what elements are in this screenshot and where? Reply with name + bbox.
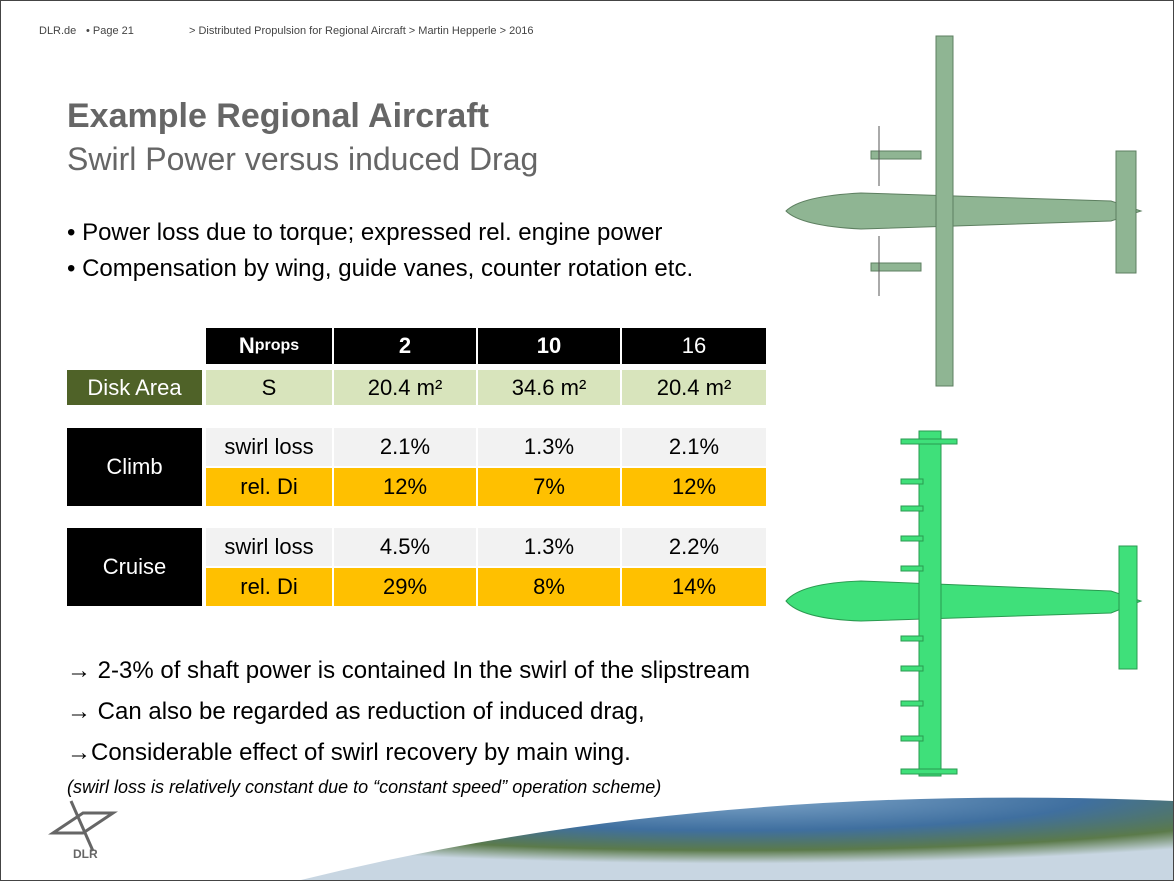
n-label: N	[239, 333, 255, 359]
value-cell: 12%	[622, 468, 766, 506]
aircraft-bottom	[786, 431, 1141, 776]
row-label: Disk Area	[67, 370, 202, 405]
value-cell: 20.4 m²	[622, 370, 766, 405]
value-cell: 14%	[622, 568, 766, 606]
value-cell: 20.4 m²	[334, 370, 476, 405]
slide: DLR.de • Page 21 > Distributed Propulsio…	[0, 0, 1174, 881]
bullet-text: Power loss due to torque; expressed rel.…	[82, 219, 662, 246]
header-breadcrumb: > Distributed Propulsion for Regional Ai…	[189, 25, 534, 37]
param-cell: rel. Di	[206, 568, 332, 606]
value-cell: 29%	[334, 568, 476, 606]
header-cell: 2	[334, 328, 476, 364]
header-page: • Page 21	[86, 25, 134, 37]
conclusion: → 2-3% of shaft power is contained In th…	[67, 657, 750, 685]
conclusion: → Can also be regarded as reduction of i…	[67, 698, 645, 726]
earth-image	[301, 798, 1173, 880]
title: Example Regional Aircraft	[67, 97, 489, 136]
note: (swirl loss is relatively constant due t…	[67, 777, 661, 798]
bullet: • Compensation by wing, guide vanes, cou…	[67, 255, 693, 283]
value-cell: 1.3%	[478, 428, 620, 466]
bullet-text: Compensation by wing, guide vanes, count…	[82, 255, 693, 282]
value-cell: 8%	[478, 568, 620, 606]
value-cell: 7%	[478, 468, 620, 506]
param-cell: swirl loss	[206, 428, 332, 466]
n-sub: props	[255, 337, 299, 355]
header-site: DLR.de	[39, 25, 76, 37]
value-cell: 2.1%	[334, 428, 476, 466]
param-cell: S	[206, 370, 332, 405]
conclusion: →Considerable effect of swirl recovery b…	[67, 739, 631, 767]
logo-mark	[53, 801, 113, 851]
value-cell: 12%	[334, 468, 476, 506]
value-cell: 1.3%	[478, 528, 620, 566]
bullet: • Power loss due to torque; expressed re…	[67, 219, 662, 247]
subtitle: Swirl Power versus induced Drag	[67, 141, 538, 178]
phase-cell: Climb	[67, 428, 202, 506]
param-cell: swirl loss	[206, 528, 332, 566]
value-cell: 4.5%	[334, 528, 476, 566]
value-cell: 2.2%	[622, 528, 766, 566]
value-cell: 34.6 m²	[478, 370, 620, 405]
header-cell: 10	[478, 328, 620, 364]
header-cell: 16	[622, 328, 766, 364]
logo-text: DLR	[73, 847, 98, 861]
phase-cell: Cruise	[67, 528, 202, 606]
aircraft-top	[786, 36, 1141, 386]
value-cell: 2.1%	[622, 428, 766, 466]
param-cell: rel. Di	[206, 468, 332, 506]
